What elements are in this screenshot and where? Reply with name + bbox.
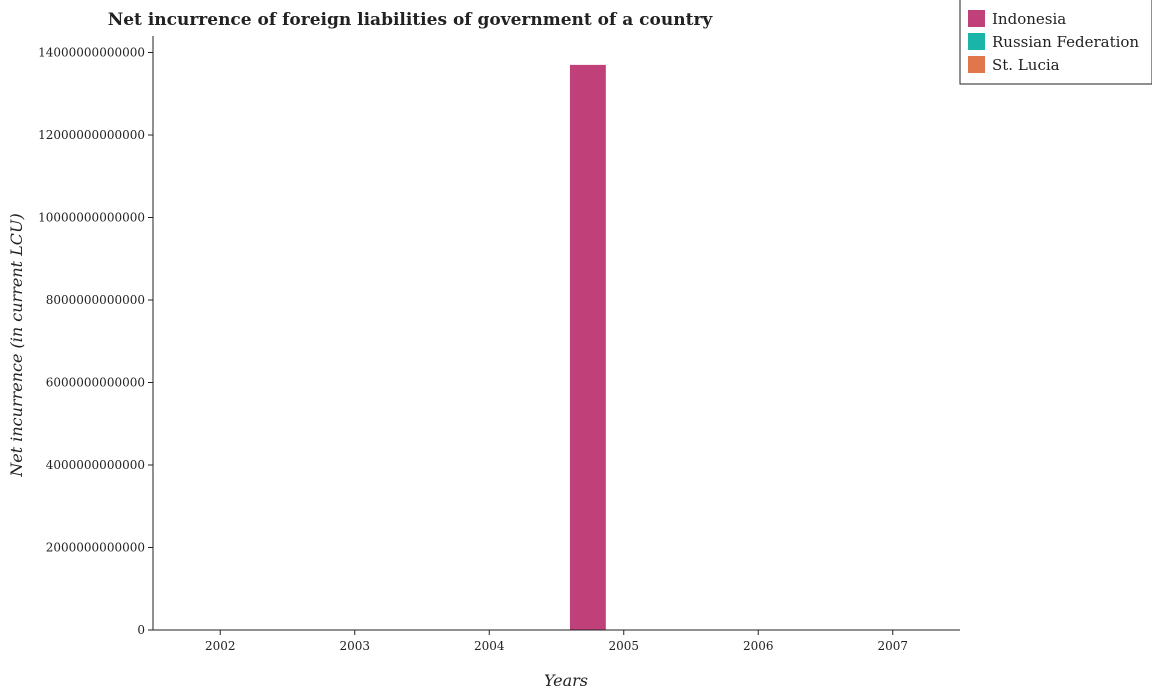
- legend-swatch: [968, 10, 985, 27]
- y-tick-label: 0: [137, 623, 145, 637]
- y-tick-label: 8000000000000: [46, 293, 145, 307]
- plot-area: [569, 64, 606, 630]
- legend-label: Russian Federation: [992, 33, 1139, 51]
- legend-label: Indonesia: [992, 10, 1066, 28]
- y-axis: 0 2000000000000 4000000000000 6000000000000…: [38, 36, 154, 637]
- y-tick-label: 10000000000000: [38, 211, 145, 225]
- x-tick-label: 2002: [205, 639, 236, 653]
- y-tick-label: 2000000000000: [46, 541, 145, 555]
- chart-title: Net incurrence of foreign liabilities of…: [108, 10, 714, 30]
- x-tick-label: 2006: [743, 639, 774, 653]
- legend-box: [959, 0, 1152, 85]
- y-axis-label: Net incurrence (in current LCU): [7, 213, 26, 477]
- x-tick-label: 2005: [608, 639, 639, 653]
- y-tick-label: 6000000000000: [46, 376, 145, 390]
- x-axis-label: Years: [544, 671, 588, 690]
- y-tick-label: 4000000000000: [46, 458, 145, 472]
- x-tick-label: 2003: [339, 639, 370, 653]
- legend-swatch: [968, 56, 985, 73]
- x-tick-label: 2004: [474, 639, 505, 653]
- legend: Indonesia Russian Federation St. Lucia: [959, 0, 1152, 85]
- legend-label: St. Lucia: [992, 56, 1060, 74]
- x-axis: 2002 2003 2004 2005 2006 2007: [153, 629, 960, 653]
- y-tick-label: 12000000000000: [38, 128, 145, 142]
- bar-indonesia-2005: [569, 64, 606, 630]
- y-tick-label: 14000000000000: [38, 46, 145, 60]
- x-tick-label: 2007: [877, 639, 908, 653]
- legend-swatch: [968, 33, 985, 50]
